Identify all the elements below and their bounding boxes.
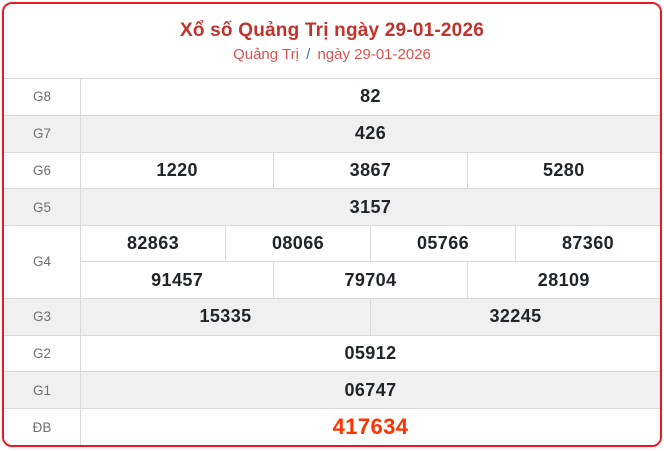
- prize-number: 08066: [225, 226, 370, 262]
- prize-row-g8: G8 82: [4, 79, 660, 115]
- prize-number: 28109: [466, 262, 660, 298]
- prize-label-g7: G7: [4, 115, 81, 152]
- prize-number: 3157: [349, 196, 392, 217]
- prize-number: 426: [354, 123, 387, 144]
- prize-label-g3: G3: [4, 298, 81, 335]
- page-title: Xổ số Quảng Trị ngày 29-01-2026: [180, 19, 484, 41]
- prize-number: 87360: [515, 226, 660, 262]
- prize-row-g7: G7 426: [4, 114, 660, 152]
- prize-row-g4: G4 82863 08066 05766 87360 91457 79704 28109: [4, 225, 660, 298]
- prize-label-db: ĐB: [4, 409, 81, 445]
- prize-content-g7: 426: [81, 116, 660, 152]
- prize-row-g2: G2 05912: [4, 334, 660, 372]
- prize-content-db: 417634: [81, 409, 660, 445]
- prize-number: 05766: [370, 226, 515, 262]
- prize-content-g3: 15335 32245: [81, 298, 660, 335]
- prize-row-g1: G1 06747: [4, 371, 660, 409]
- prize-label-g2: G2: [4, 335, 81, 372]
- prize-label-g1: G1: [4, 372, 81, 409]
- prize-number: 79704: [273, 262, 466, 298]
- prize-row-db: ĐB 417634: [4, 408, 660, 445]
- breadcrumb-region-link[interactable]: Quảng Trị: [233, 45, 299, 63]
- prize-label-g5: G5: [4, 189, 81, 226]
- prize-label-g4: G4: [4, 226, 81, 298]
- breadcrumb-date-link[interactable]: ngày 29-01-2026: [317, 45, 431, 63]
- prize-row-g5: G5 3157: [4, 188, 660, 226]
- prize-number: 32245: [370, 298, 660, 335]
- prize-table: G8 82 G7 426 G6 1220 3867 5280 G5 3157 G4 82863 0806…: [4, 78, 660, 445]
- prize-number: 82863: [126, 233, 180, 254]
- prize-number: 06747: [344, 379, 397, 400]
- prize-content-g6: 1220 3867 5280: [81, 152, 660, 189]
- prize-number: 5280: [466, 152, 660, 189]
- prize-number: 417634: [332, 414, 409, 440]
- prize-row-g3: G3 15335 32245: [4, 297, 660, 335]
- prize-content-g4: 82863 08066 05766 87360 91457 79704 28109: [81, 226, 660, 298]
- prize-subrow-g4: 91457 79704 28109: [81, 261, 660, 298]
- prize-number: 15335: [199, 306, 252, 327]
- breadcrumb: Quảng Trị / ngày 29-01-2026: [233, 46, 431, 63]
- prize-content-g2: 05912: [81, 336, 660, 372]
- prize-number: 05912: [344, 342, 397, 363]
- prize-content-g8: 82: [81, 79, 660, 115]
- prize-number: 1220: [156, 159, 198, 180]
- prize-number: 91457: [151, 269, 204, 290]
- breadcrumb-separator: /: [306, 45, 311, 63]
- prize-content-g5: 3157: [81, 189, 660, 225]
- prize-number: 82: [360, 86, 381, 107]
- prize-number: 3867: [273, 152, 466, 189]
- card-header: Xổ số Quảng Trị ngày 29-01-2026 Quảng Tr…: [4, 4, 660, 78]
- prize-label-g6: G6: [4, 152, 81, 189]
- prize-row-g6: G6 1220 3867 5280: [4, 151, 660, 189]
- prize-label-g8: G8: [4, 79, 81, 115]
- prize-content-g1: 06747: [81, 372, 660, 408]
- prize-subrow-g4: 82863 08066 05766 87360: [81, 226, 660, 262]
